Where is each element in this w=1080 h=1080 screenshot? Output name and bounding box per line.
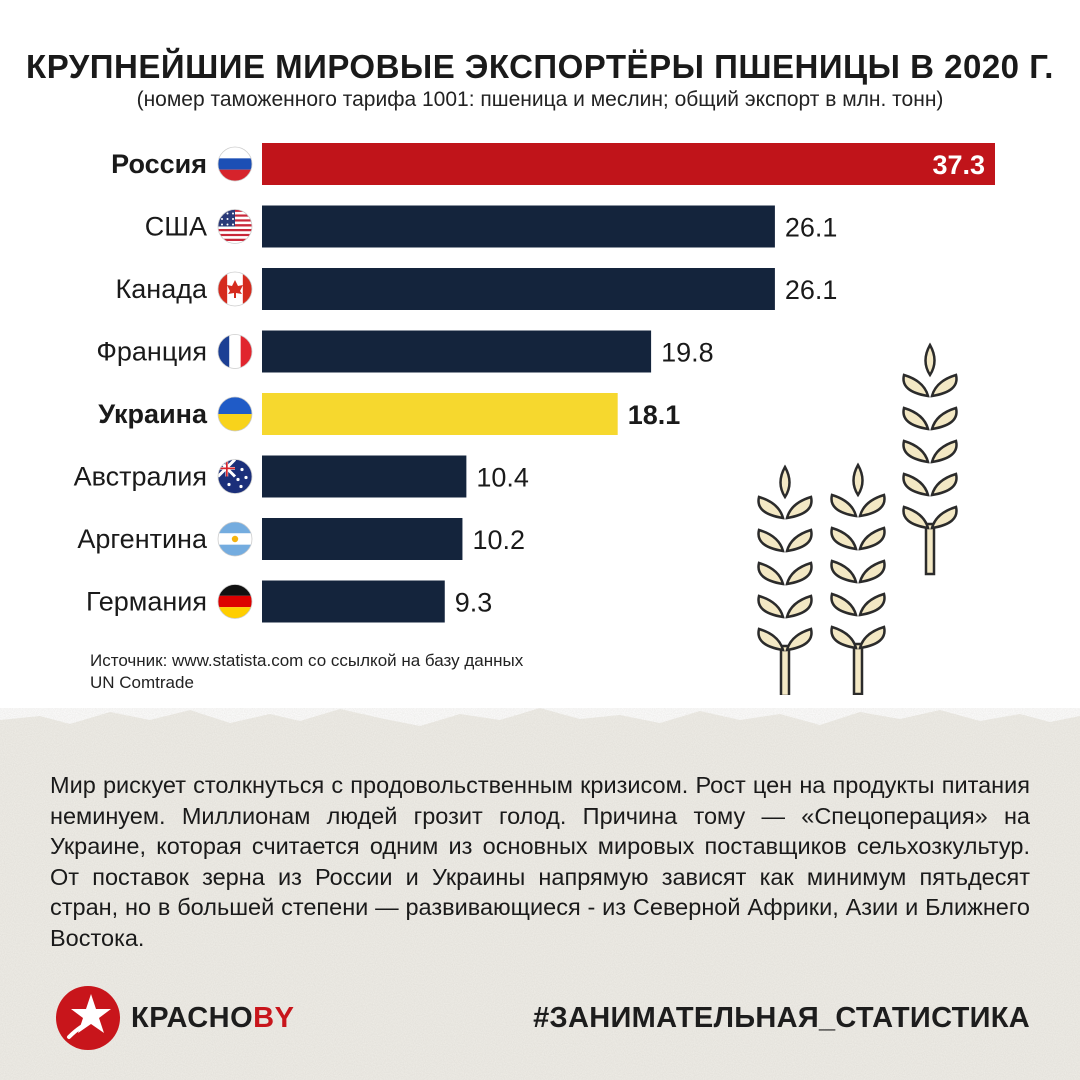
category-label: Австралия	[74, 462, 207, 492]
bar	[262, 393, 618, 435]
australia-flag-icon	[217, 459, 253, 494]
wheat-stalk-middle	[830, 462, 886, 695]
category-label: Украина	[98, 399, 208, 429]
bar	[262, 580, 445, 623]
star-logo-icon	[56, 986, 120, 1050]
value-label: 26.1	[785, 275, 838, 305]
bar	[262, 205, 775, 248]
chart-subtitle: (номер таможенного тарифа 1001: пшеница …	[136, 88, 944, 111]
body-text: Мир рискует столкнуться с продовольствен…	[50, 772, 1030, 951]
category-label: Россия	[111, 149, 207, 179]
category-label: Германия	[86, 587, 207, 617]
value-label: 37.3	[932, 150, 985, 180]
bar	[262, 455, 467, 498]
value-label: 26.1	[785, 213, 838, 243]
brand-name-part1: КРАСНО	[131, 1001, 254, 1034]
germany-flag-icon	[217, 584, 253, 619]
hashtag[interactable]: #ЗАНИМАТЕЛЬНАЯ_СТАТИСТИКА	[533, 1002, 1030, 1034]
ukraine-flag-icon	[217, 396, 253, 432]
category-label: Аргентина	[77, 524, 208, 554]
value-label: 19.8	[661, 338, 714, 368]
bar	[262, 268, 775, 310]
category-label: США	[145, 212, 207, 242]
brand-name-part2: BY	[253, 1001, 295, 1034]
wheat-stalk-left	[757, 464, 813, 695]
usa-flag-icon	[217, 209, 253, 244]
canada-flag-icon	[217, 271, 253, 307]
value-label: 10.2	[472, 525, 525, 555]
wheat-illustration	[757, 342, 958, 695]
category-label: Франция	[96, 337, 207, 367]
chart-title: КРУПНЕЙШИЕ МИРОВЫЕ ЭКСПОРТЁРЫ ПШЕНИЦЫ В …	[26, 48, 1054, 85]
brand-logo[interactable]: КРАСНОBY	[55, 985, 294, 1051]
source-note: Источник: www.statista.com со ссылкой на…	[90, 651, 524, 692]
bar	[262, 518, 463, 560]
wheat-stalk-right	[902, 342, 958, 576]
brand-name: КРАСНОBY	[131, 1002, 294, 1035]
value-label: 18.1	[628, 400, 681, 430]
argentina-flag-icon	[217, 521, 253, 557]
category-label: Канада	[116, 274, 208, 304]
france-flag-icon	[217, 334, 253, 369]
bar	[262, 330, 652, 373]
russia-flag-icon	[217, 146, 253, 182]
value-label: 9.3	[455, 588, 493, 618]
bar	[262, 143, 995, 185]
bar-chart: Россия 37.3 США 26.1 Канада 26.1 Франция 19.8 Ук…	[74, 143, 995, 623]
value-label: 10.4	[476, 463, 529, 493]
paper-background	[0, 708, 1080, 1080]
